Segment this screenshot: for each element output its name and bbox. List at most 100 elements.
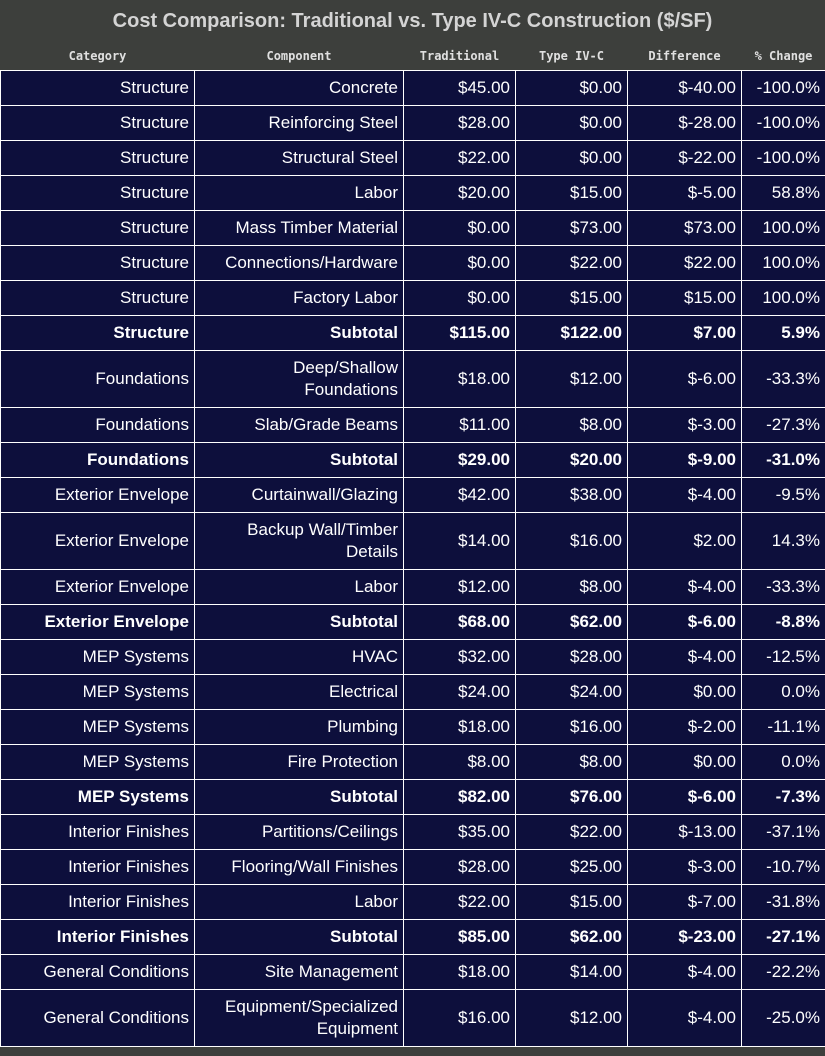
cell-component: Site Management: [194, 954, 404, 990]
cell-pct-change: -31.8%: [741, 884, 825, 920]
cell-difference: $0.00: [627, 674, 742, 710]
table-row: Structure Mass Timber Material $0.00 $73.00…: [0, 210, 825, 246]
cell-type-iv-c: $8.00: [515, 744, 628, 780]
cell-type-iv-c: $22.00: [515, 814, 628, 850]
cell-difference: $-13.00: [627, 814, 742, 850]
table-row: Foundations Deep/Shallow Foundations $18.0…: [0, 350, 825, 408]
cost-comparison-table: Category Component Traditional Type IV-C…: [0, 42, 825, 1047]
table-row: MEP Systems Fire Protection $8.00 $8.00 $0.0…: [0, 744, 825, 780]
cell-category: Structure: [0, 70, 195, 106]
cell-difference: $73.00: [627, 210, 742, 246]
cell-difference: $-4.00: [627, 569, 742, 605]
cell-component: Equipment/Specialized Equipment: [194, 989, 404, 1047]
cell-traditional: $29.00: [403, 442, 516, 478]
subtotal-row: MEP Systems Subtotal $82.00 $76.00 $-6.00 -7.…: [0, 779, 825, 815]
cell-type-iv-c: $15.00: [515, 175, 628, 211]
header-category: Category: [0, 42, 195, 71]
cell-pct-change: 0.0%: [741, 674, 825, 710]
cell-category: Interior Finishes: [0, 884, 195, 920]
cell-category: Structure: [0, 105, 195, 141]
cell-traditional: $20.00: [403, 175, 516, 211]
subtotal-row: Interior Finishes Subtotal $85.00 $62.00 $-2…: [0, 919, 825, 955]
cell-traditional: $28.00: [403, 105, 516, 141]
cell-category: Structure: [0, 280, 195, 316]
cell-category: General Conditions: [0, 989, 195, 1047]
subtotal-row: Structure Subtotal $115.00 $122.00 $7.00 5.9%: [0, 315, 825, 351]
cell-pct-change: -37.1%: [741, 814, 825, 850]
cell-category: Foundations: [0, 407, 195, 443]
cell-traditional: $35.00: [403, 814, 516, 850]
table-row: Exterior Envelope Backup Wall/Timber Deta…: [0, 512, 825, 570]
cell-component: Subtotal: [194, 315, 404, 351]
cell-pct-change: -9.5%: [741, 477, 825, 513]
cell-traditional: $0.00: [403, 245, 516, 281]
cell-type-iv-c: $0.00: [515, 70, 628, 106]
cell-traditional: $32.00: [403, 639, 516, 675]
cell-category: Exterior Envelope: [0, 569, 195, 605]
cell-pct-change: -22.2%: [741, 954, 825, 990]
cell-type-iv-c: $24.00: [515, 674, 628, 710]
cell-traditional: $11.00: [403, 407, 516, 443]
table-row: Structure Connections/Hardware $0.00 $22.00…: [0, 245, 825, 281]
cell-traditional: $18.00: [403, 350, 516, 408]
cell-type-iv-c: $0.00: [515, 105, 628, 141]
cell-type-iv-c: $62.00: [515, 919, 628, 955]
cell-type-iv-c: $15.00: [515, 884, 628, 920]
cell-component: Subtotal: [194, 779, 404, 815]
cell-type-iv-c: $62.00: [515, 604, 628, 640]
cell-component: Labor: [194, 175, 404, 211]
cell-component: Reinforcing Steel: [194, 105, 404, 141]
cell-category: Structure: [0, 245, 195, 281]
cell-component: Backup Wall/Timber Details: [194, 512, 404, 570]
header-component: Component: [194, 42, 404, 71]
cell-type-iv-c: $73.00: [515, 210, 628, 246]
cell-pct-change: 100.0%: [741, 245, 825, 281]
cell-category: General Conditions: [0, 954, 195, 990]
subtotal-row: Exterior Envelope Subtotal $68.00 $62.00 $-6…: [0, 604, 825, 640]
cell-difference: $-22.00: [627, 140, 742, 176]
cell-component: Electrical: [194, 674, 404, 710]
cell-component: Flooring/Wall Finishes: [194, 849, 404, 885]
cell-pct-change: -100.0%: [741, 70, 825, 106]
cell-pct-change: 5.9%: [741, 315, 825, 351]
table-row: Interior Finishes Partitions/Ceilings $35.…: [0, 814, 825, 850]
cell-component: Subtotal: [194, 919, 404, 955]
cell-difference: $-6.00: [627, 779, 742, 815]
cell-category: Exterior Envelope: [0, 477, 195, 513]
cell-pct-change: -11.1%: [741, 709, 825, 745]
cell-category: MEP Systems: [0, 779, 195, 815]
header-type-iv-c: Type IV-C: [515, 42, 628, 71]
cell-difference: $-28.00: [627, 105, 742, 141]
cell-traditional: $115.00: [403, 315, 516, 351]
cell-difference: $0.00: [627, 744, 742, 780]
cell-type-iv-c: $38.00: [515, 477, 628, 513]
cell-traditional: $24.00: [403, 674, 516, 710]
cell-difference: $-40.00: [627, 70, 742, 106]
cell-category: Foundations: [0, 350, 195, 408]
cell-component: Fire Protection: [194, 744, 404, 780]
table-header: Category Component Traditional Type IV-C…: [0, 42, 825, 71]
subtotal-row: Foundations Subtotal $29.00 $20.00 $-9.00 -31…: [0, 442, 825, 478]
cell-component: Subtotal: [194, 442, 404, 478]
cell-difference: $-23.00: [627, 919, 742, 955]
cell-pct-change: -27.1%: [741, 919, 825, 955]
cell-traditional: $85.00: [403, 919, 516, 955]
cell-traditional: $42.00: [403, 477, 516, 513]
cell-traditional: $22.00: [403, 140, 516, 176]
table-row: Interior Finishes Flooring/Wall Finishes $…: [0, 849, 825, 885]
cell-category: Exterior Envelope: [0, 512, 195, 570]
cell-category: Interior Finishes: [0, 849, 195, 885]
table-row: Exterior Envelope Labor $12.00 $8.00 $-4.00-…: [0, 569, 825, 605]
cell-component: Deep/Shallow Foundations: [194, 350, 404, 408]
cell-traditional: $28.00: [403, 849, 516, 885]
cell-pct-change: 0.0%: [741, 744, 825, 780]
cell-type-iv-c: $0.00: [515, 140, 628, 176]
cell-type-iv-c: $122.00: [515, 315, 628, 351]
table-row: MEP Systems Electrical $24.00 $24.00 $0.00 0.…: [0, 674, 825, 710]
cell-component: Curtainwall/Glazing: [194, 477, 404, 513]
table-row: Structure Factory Labor $0.00 $15.00 $15.00 1…: [0, 280, 825, 316]
cell-type-iv-c: $16.00: [515, 709, 628, 745]
cell-difference: $-6.00: [627, 350, 742, 408]
table-body: Structure Concrete $45.00 $0.00 $-40.00 -100.…: [0, 70, 825, 1047]
cell-pct-change: -33.3%: [741, 569, 825, 605]
